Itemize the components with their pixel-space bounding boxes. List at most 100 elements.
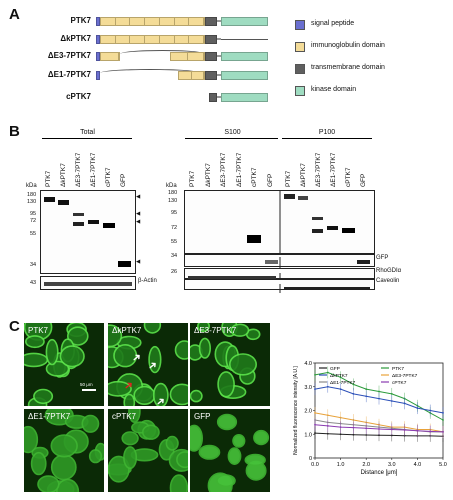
intensity-profile-chart: 0.0 1.0 2.0 3.0 4.0 5.0 0 1.0 2.0 3.0 4.0 Distance … bbox=[293, 361, 447, 476]
band bbox=[247, 235, 261, 243]
data-point bbox=[365, 434, 368, 436]
y-axis-label: Normalized fluorescence intensity [A.U.] bbox=[293, 366, 299, 455]
linker bbox=[217, 38, 221, 40]
marker-180: 180 bbox=[168, 190, 178, 196]
data-point bbox=[314, 423, 316, 426]
exon-skip-line bbox=[120, 50, 205, 58]
y-tick-label: 1.0 bbox=[304, 432, 312, 438]
data-point bbox=[390, 400, 393, 402]
kinase-domain bbox=[221, 93, 268, 102]
marker-55: 55 bbox=[30, 231, 37, 237]
signal-peptide bbox=[96, 35, 100, 44]
band bbox=[284, 287, 370, 290]
data-point bbox=[378, 428, 380, 430]
caveolin-bands bbox=[279, 284, 370, 293]
lane-label: PTK7 bbox=[189, 170, 196, 187]
lane-label: GFP bbox=[266, 173, 274, 187]
band bbox=[312, 229, 323, 233]
data-point bbox=[416, 407, 419, 410]
lane-label: cPTK7 bbox=[345, 167, 352, 187]
x-tick-label: 5.0 bbox=[439, 462, 447, 468]
marker-26: 26 bbox=[171, 269, 178, 275]
legend-swatch bbox=[295, 64, 305, 74]
signal-peptide bbox=[96, 17, 100, 26]
domain-legend: signal peptide immunoglobulin domain trans… bbox=[295, 20, 450, 110]
arrowhead: ◀ bbox=[136, 259, 141, 265]
marker-43: 43 bbox=[30, 280, 37, 286]
data-point bbox=[339, 433, 342, 436]
band bbox=[265, 260, 278, 264]
data-point bbox=[314, 388, 316, 391]
lane-label: ΔE3-7PTK7 bbox=[75, 152, 82, 187]
signal-peptide bbox=[96, 52, 100, 61]
band bbox=[58, 200, 69, 205]
transmembrane-domain bbox=[209, 93, 217, 102]
micrograph-tile: ΔkPTK7 ➜ ➜ ➜ ➜ bbox=[108, 323, 188, 406]
y-tick-label: 2.0 bbox=[304, 409, 312, 415]
band bbox=[188, 276, 276, 279]
x-axis-label: Distance [μm] bbox=[361, 470, 398, 476]
kda-label-total: kDa bbox=[26, 183, 37, 189]
lane-label: ΔE1-7PTK7 bbox=[235, 152, 243, 187]
legend-label: cPTK7 bbox=[392, 380, 407, 386]
marker-95: 95 bbox=[30, 211, 37, 217]
data-point bbox=[326, 432, 329, 435]
micrograph-label: ΔkPTK7 bbox=[112, 326, 142, 335]
lane-label: PTK7 bbox=[45, 170, 52, 187]
x-tick-label: 1.0 bbox=[337, 462, 345, 468]
transmembrane-domain bbox=[205, 17, 217, 26]
lane-label: PTK7 bbox=[285, 170, 292, 187]
caveolin-label: Caveolin bbox=[376, 278, 400, 284]
marker-34: 34 bbox=[30, 262, 37, 268]
s100-rule bbox=[185, 138, 278, 139]
x-tick-label: 4.0 bbox=[414, 462, 422, 468]
legend-label: immunoglobulin domain bbox=[311, 42, 385, 49]
data-point bbox=[326, 371, 329, 374]
band bbox=[44, 197, 55, 202]
lane-label: ΔE1-7PTK7 bbox=[90, 152, 97, 187]
data-point bbox=[378, 397, 380, 400]
marker-130: 130 bbox=[168, 198, 178, 204]
lane-label: ΔE3-7PTK7 bbox=[220, 152, 227, 187]
lane-label: cPTK7 bbox=[105, 167, 112, 187]
construct-label: cPTK7 bbox=[66, 92, 91, 101]
lane-label: GFP bbox=[360, 173, 367, 187]
data-point bbox=[403, 429, 406, 431]
micrograph-label: ΔE3-7PTK7 bbox=[194, 326, 237, 335]
arrowhead: ◀ bbox=[136, 211, 141, 217]
marker-72: 72 bbox=[30, 218, 37, 224]
fraction-blot bbox=[184, 190, 375, 254]
immunoglobulin-domain bbox=[100, 52, 120, 61]
legend-label: PTK7 bbox=[392, 366, 404, 372]
data-point bbox=[390, 392, 393, 395]
arrowhead: ◀ bbox=[136, 219, 141, 225]
x-tick-label: 3.0 bbox=[388, 462, 396, 468]
micrograph-label: ΔE1-7PTK7 bbox=[28, 412, 71, 421]
data-point bbox=[429, 430, 432, 433]
linker bbox=[217, 74, 221, 76]
lane-label: cPTK7 bbox=[251, 167, 258, 187]
legend-label: kinase domain bbox=[311, 86, 357, 93]
y-tick-label: 0 bbox=[309, 456, 312, 462]
construct-label: ΔkPTK7 bbox=[60, 34, 91, 43]
micrograph-label: PTK7 bbox=[28, 326, 49, 335]
total-title: Total bbox=[80, 129, 95, 136]
y-tick-label: 3.0 bbox=[304, 385, 312, 391]
marker-130: 130 bbox=[27, 199, 37, 205]
legend-label: GFP bbox=[330, 366, 340, 372]
band bbox=[284, 194, 295, 199]
construct-label: ΔE1-7PTK7 bbox=[47, 70, 91, 79]
data-point bbox=[442, 430, 444, 433]
band bbox=[73, 213, 84, 216]
band bbox=[342, 228, 355, 233]
immunoglobulin-domain bbox=[170, 52, 205, 61]
lane-label: ΔE1-7PTK7 bbox=[330, 152, 337, 187]
micrograph-label: cPTK7 bbox=[112, 412, 137, 421]
data-point bbox=[352, 426, 355, 429]
exon-skip-line bbox=[100, 69, 200, 77]
transmembrane-domain bbox=[205, 52, 217, 61]
actin-bands bbox=[44, 282, 132, 286]
lane-label: ΔE3-7PTK7 bbox=[315, 152, 322, 187]
scale-bar bbox=[82, 389, 96, 391]
data-point bbox=[442, 419, 444, 421]
